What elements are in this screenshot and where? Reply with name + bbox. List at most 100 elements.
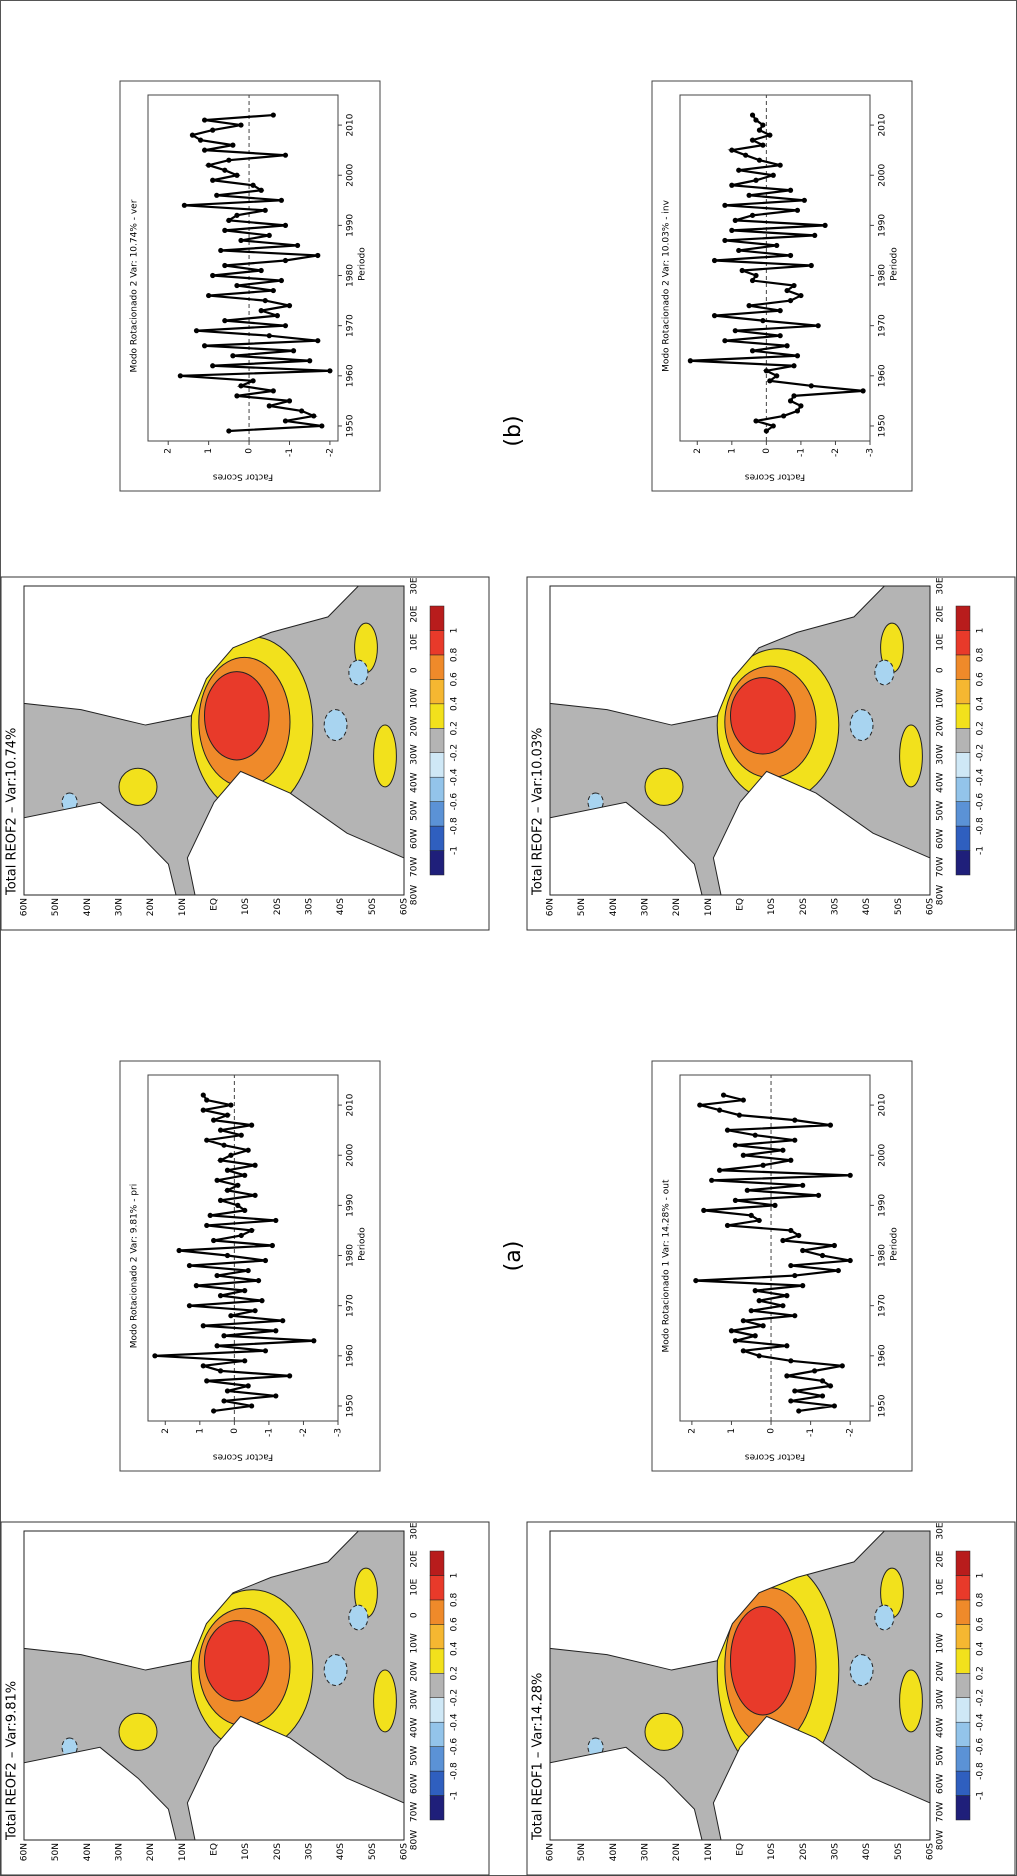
data-point <box>774 373 780 379</box>
data-point <box>181 202 187 208</box>
data-point <box>728 1328 735 1334</box>
lon-label: 20E <box>936 605 946 622</box>
lon-label: 30W <box>410 744 420 764</box>
data-point <box>238 237 244 244</box>
data-point <box>210 177 216 183</box>
data-point <box>224 1187 231 1193</box>
data-point <box>224 1252 231 1259</box>
lat-label: 20N <box>672 1843 682 1861</box>
colorbar-label: 0.6 <box>976 1617 986 1632</box>
data-point <box>831 1403 837 1409</box>
lon-label: 40W <box>936 1717 946 1737</box>
y-axis-label: Factor Scores <box>745 472 806 482</box>
data-point <box>214 1177 220 1183</box>
data-point <box>186 1262 193 1269</box>
colorbar-label: 1 <box>450 1573 460 1579</box>
data-point <box>245 1147 251 1153</box>
data-point <box>234 212 240 218</box>
data-point <box>819 1252 826 1259</box>
data-point <box>282 418 289 424</box>
series-line <box>695 1093 851 1413</box>
y-tick-label: 0 <box>230 1428 240 1434</box>
data-point <box>245 1267 251 1274</box>
lat-label: 30S <box>831 898 841 915</box>
x-tick-label: 1980 <box>878 264 888 287</box>
lat-label: 40S <box>336 1843 346 1860</box>
data-point <box>815 323 821 329</box>
data-point <box>763 368 769 374</box>
data-point <box>204 1097 210 1103</box>
data-point <box>226 217 232 223</box>
data-point <box>234 393 240 399</box>
contour-blue <box>348 659 369 686</box>
x-tick-label: 1950 <box>878 414 888 437</box>
data-point <box>206 162 212 168</box>
data-point <box>269 1242 275 1249</box>
colorbar-label: -0.2 <box>976 1689 986 1707</box>
data-point <box>273 1328 279 1334</box>
contour-blue <box>587 792 604 813</box>
data-point <box>792 1137 798 1143</box>
data-point <box>250 182 256 188</box>
lat-label: 50N <box>577 898 587 916</box>
lon-label: 60W <box>936 1774 946 1794</box>
data-point <box>763 428 769 434</box>
data-point <box>270 287 276 294</box>
data-point <box>307 358 313 364</box>
colorbar-label: -0.4 <box>976 1713 986 1731</box>
chart-box <box>651 1060 913 1472</box>
y-tick-label: -2 <box>325 448 335 457</box>
data-point <box>228 1313 234 1319</box>
data-point <box>732 328 738 334</box>
data-point <box>327 368 333 374</box>
data-point <box>749 137 756 143</box>
colorbar-label: -0.4 <box>976 768 986 786</box>
colorbar-cell <box>429 1575 445 1601</box>
y-tick-label: -1 <box>285 448 295 457</box>
lat-label: 20N <box>146 898 156 916</box>
data-point <box>801 197 807 203</box>
data-point <box>753 418 759 424</box>
data-point <box>242 1358 248 1364</box>
lon-label: 80W <box>936 1830 946 1850</box>
data-point <box>701 1207 707 1213</box>
lat-label: 10N <box>704 898 714 916</box>
data-point <box>792 1388 798 1394</box>
x-tick-label: 1980 <box>346 1244 356 1267</box>
data-point <box>211 1408 217 1414</box>
colorbar-label: -0.8 <box>450 817 460 835</box>
x-axis-label: Periodo <box>890 247 900 281</box>
data-point <box>716 1107 723 1113</box>
lon-label: 60W <box>410 1774 420 1794</box>
colorbar-cell <box>429 1770 445 1796</box>
data-point <box>794 408 801 414</box>
lon-label: 60W <box>936 829 946 849</box>
data-point <box>204 1378 210 1384</box>
data-point <box>732 1197 739 1203</box>
colorbar-label: 0.6 <box>976 672 986 687</box>
lat-label: 20N <box>672 898 682 916</box>
colorbar-label: -1 <box>976 1791 986 1800</box>
panel-label: (a) <box>501 1241 526 1272</box>
colorbar-cell <box>955 679 971 705</box>
data-point <box>282 323 289 329</box>
data-point <box>234 172 240 178</box>
data-point <box>784 1293 790 1299</box>
lat-label: 60S <box>926 898 936 915</box>
data-point <box>193 1283 199 1289</box>
data-point <box>739 267 745 274</box>
contour-blue <box>587 1737 604 1758</box>
data-point <box>744 1187 750 1193</box>
data-point <box>226 157 232 163</box>
data-point <box>822 222 828 228</box>
data-point <box>800 1247 806 1254</box>
x-axis-label: Periodo <box>358 1227 368 1261</box>
colorbar-label: 1 <box>976 628 986 634</box>
data-point <box>753 272 759 279</box>
lon-label: 20W <box>936 716 946 736</box>
data-point <box>839 1363 845 1369</box>
data-point <box>780 1303 786 1309</box>
data-point <box>756 1217 762 1224</box>
data-point <box>274 313 280 319</box>
